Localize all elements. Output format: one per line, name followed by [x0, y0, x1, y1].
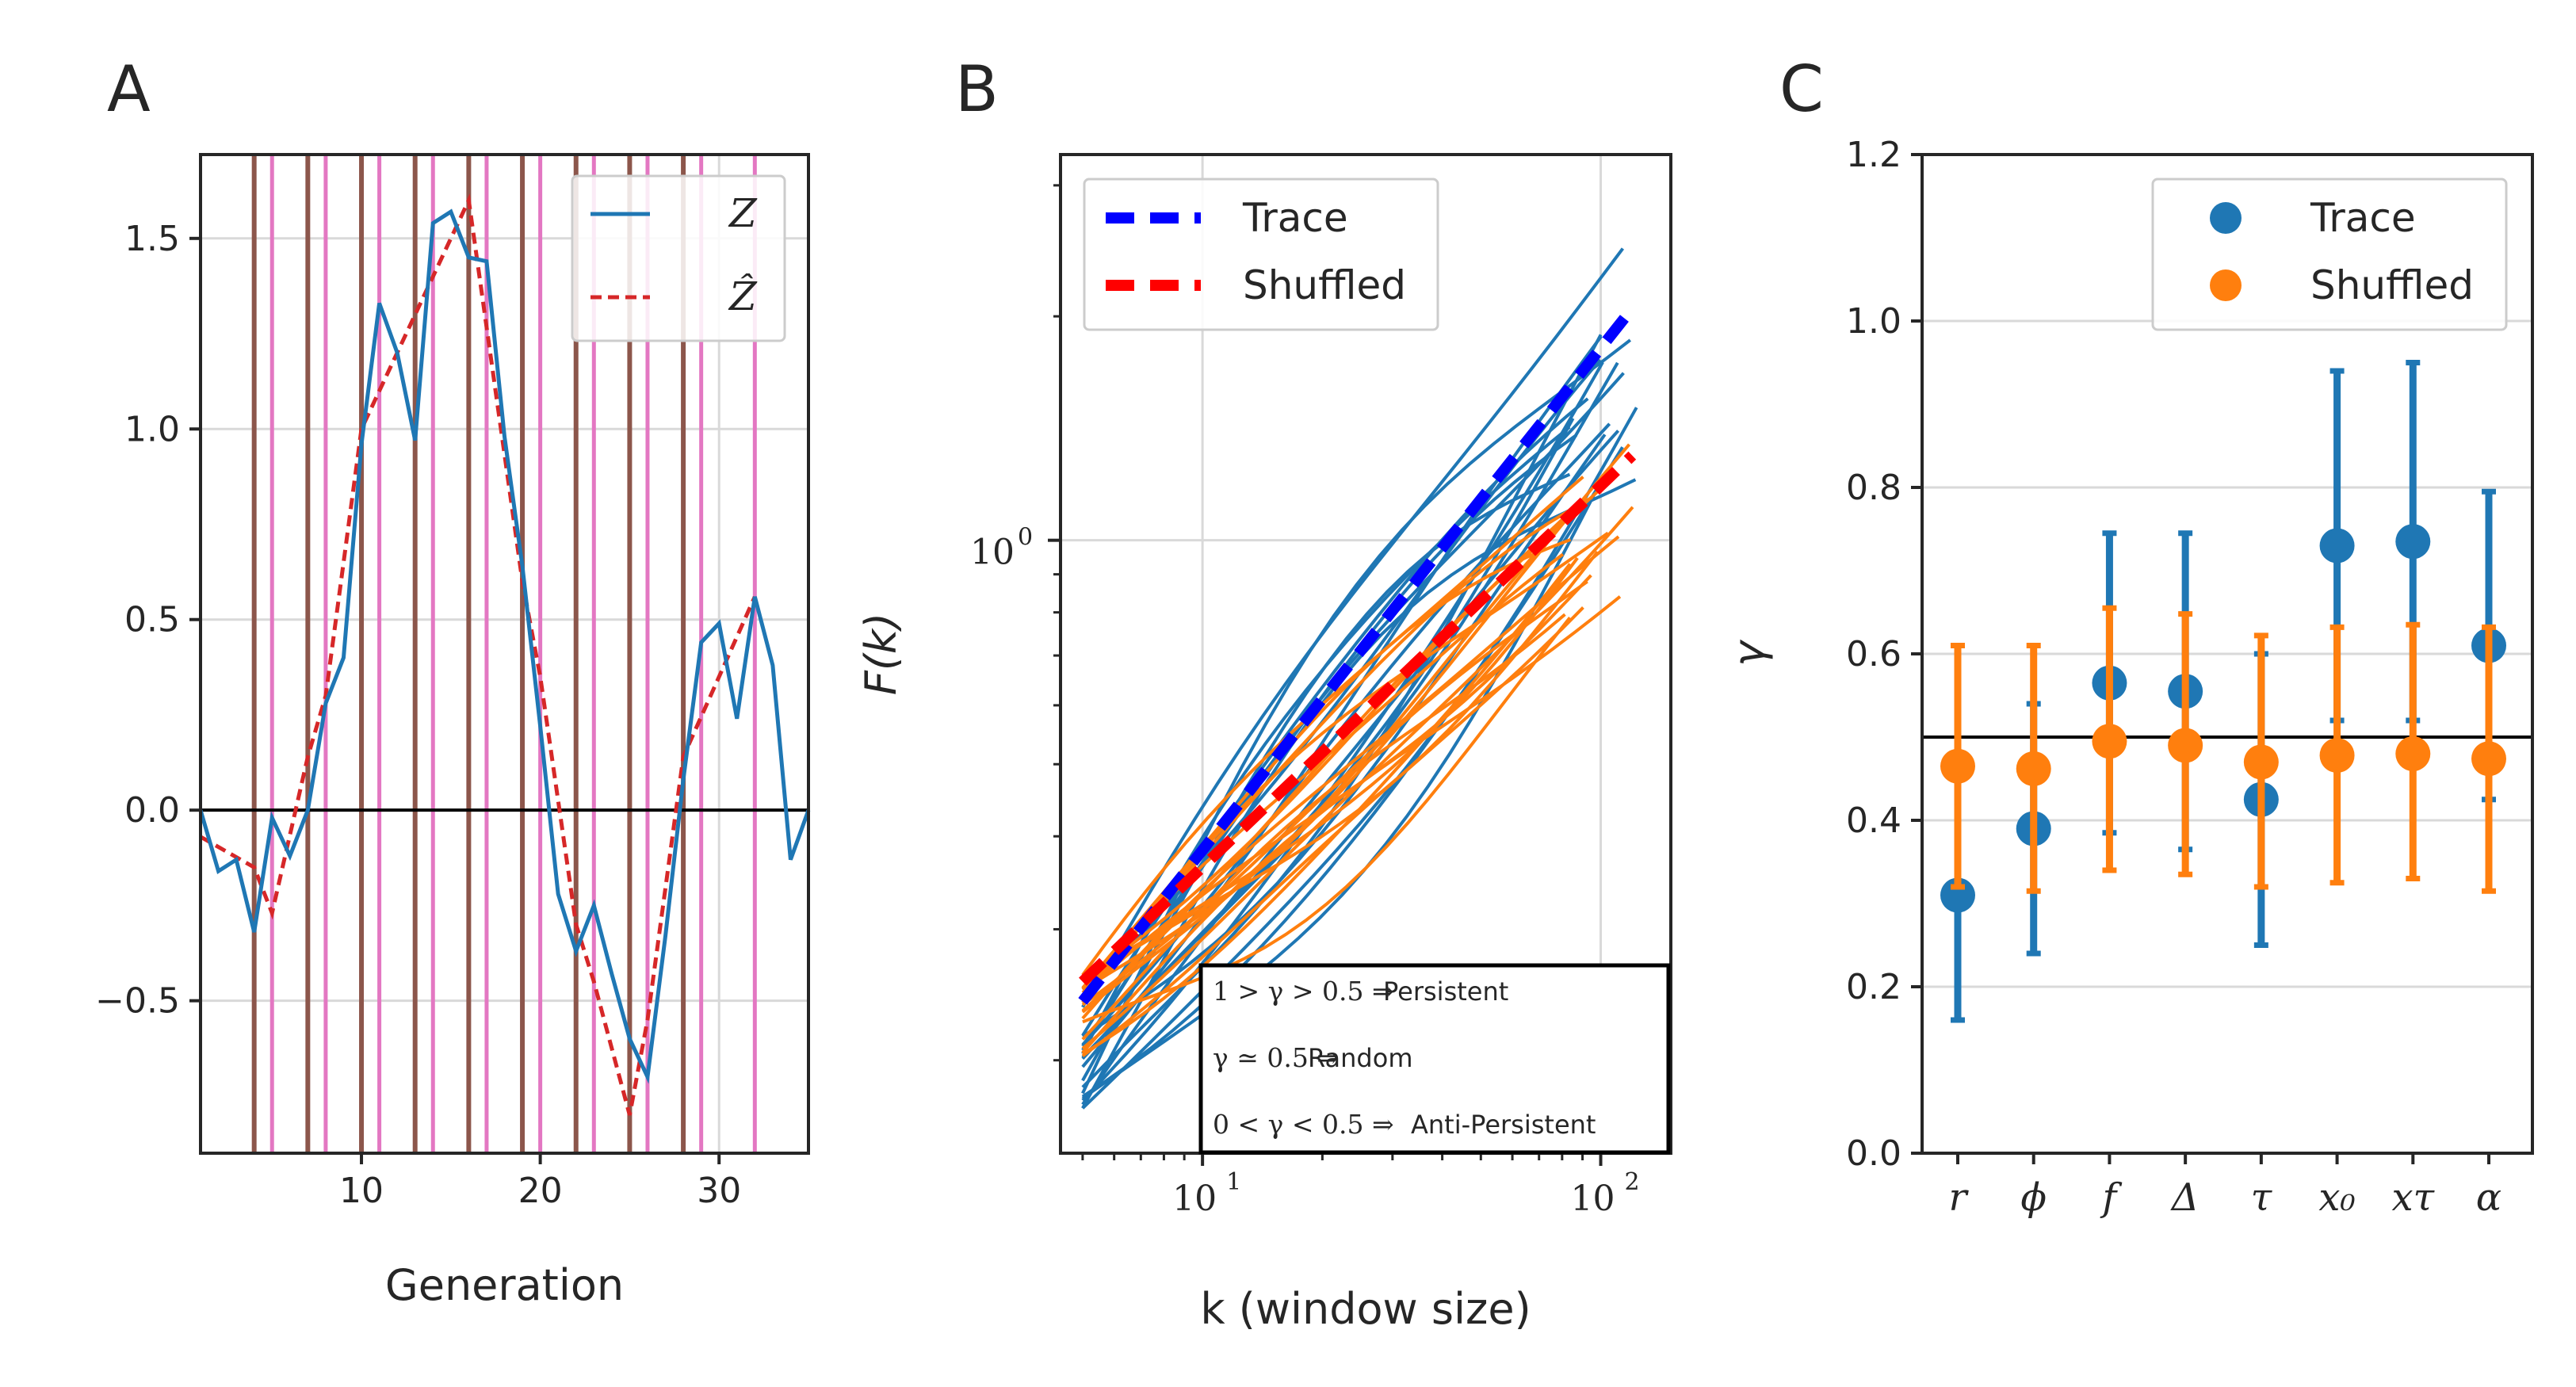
trace-run-line — [1081, 372, 1625, 1052]
shuffled-run-line — [1081, 595, 1622, 1054]
trace-point — [2319, 528, 2355, 564]
shuffled-point — [1940, 748, 1975, 784]
legend-marker-shuffled — [2210, 269, 2242, 301]
x-tick-label: r — [1949, 1175, 1970, 1220]
y-tick-exponent: 0 — [1018, 524, 1033, 552]
trace-fit-line — [1078, 304, 1637, 1005]
panel-a-frame — [199, 153, 810, 1155]
annotation-math-1: 1 > γ > 0.5 ⇒ — [1213, 976, 1394, 1007]
y-tick-label: 1.2 — [1846, 135, 1901, 175]
x-tick-exponent: 2 — [1625, 1168, 1640, 1196]
y-tick-label: 1.5 — [124, 219, 180, 259]
shuffled-run-line — [1081, 535, 1620, 1020]
series-z-line — [198, 208, 811, 1084]
y-tick-label: 0.0 — [1846, 1133, 1901, 1174]
x-tick-label: Δ — [2170, 1175, 2200, 1220]
y-tick-label: 0.0 — [124, 790, 180, 831]
shuffled-run-line — [1081, 613, 1566, 1041]
annotation-math-2: γ ≃ 0.5 ⇒ — [1213, 1042, 1339, 1073]
trace-run-line — [1081, 361, 1604, 1102]
legend-label-trace: Trace — [1242, 195, 1348, 241]
y-tick-label: 0.6 — [1846, 634, 1901, 674]
panel-a-legend: Z Ẑ — [571, 174, 786, 342]
y-tick-label: 0.4 — [1846, 800, 1901, 841]
shuffled-point — [2471, 741, 2506, 777]
x-tick-label: 10 — [1172, 1179, 1217, 1219]
panel-b-xlabel: k (window size) — [1200, 1284, 1531, 1334]
trace-run-line — [1081, 480, 1603, 1100]
panel-b-legend: Trace Shuffled — [1083, 178, 1439, 331]
x-tick-label: x₀ — [2318, 1175, 2355, 1220]
x-tick-label: 20 — [518, 1171, 563, 1211]
shuffled-run-line — [1081, 521, 1565, 1014]
annotation-math-3: 0 < γ < 0.5 ⇒ — [1213, 1109, 1394, 1140]
panel-b-ylabel: F(k) — [856, 613, 906, 695]
trace-run-line — [1081, 335, 1603, 1068]
panel-a-letter: A — [107, 52, 151, 126]
y-tick-label: 0.5 — [124, 600, 180, 640]
shuffled-point — [2395, 736, 2431, 771]
x-tick-label: 10 — [1571, 1179, 1615, 1219]
trace-run-line — [1081, 430, 1620, 1106]
y-tick-label: 0.8 — [1846, 468, 1901, 508]
y-tick-label: 1.0 — [1846, 301, 1901, 342]
x-tick-label: τ — [2251, 1175, 2273, 1220]
x-tick-label: ϕ — [2020, 1175, 2047, 1220]
trace-point — [1940, 877, 1975, 913]
trace-run-line — [1081, 247, 1625, 1008]
x-tick-label: xτ — [2391, 1175, 2435, 1220]
trace-point — [2395, 524, 2431, 560]
legend-label-shuffled: Shuffled — [1243, 262, 1406, 308]
shuffled-point — [2243, 744, 2279, 780]
series-zhat-line — [199, 193, 757, 1116]
legend-label-zhat: Ẑ — [728, 273, 758, 319]
trace-run-line — [1081, 338, 1632, 1095]
x-tick-label: 30 — [697, 1171, 741, 1211]
legend-label-trace: Trace — [2310, 195, 2416, 241]
y-tick-label: 1.0 — [124, 409, 180, 449]
panel-b-letter: B — [955, 52, 999, 126]
trace-run-line — [1081, 446, 1624, 1099]
shuffled-point — [2168, 728, 2203, 763]
x-tick-label: α — [2476, 1175, 2501, 1220]
panel-c-letter: C — [1779, 52, 1824, 126]
shuffled-run-line — [1081, 476, 1584, 976]
legend-label-z: Z — [728, 190, 758, 236]
x-tick-exponent: 1 — [1226, 1168, 1241, 1196]
y-tick-label: −0.5 — [95, 981, 180, 1022]
x-tick-label: f — [2100, 1175, 2123, 1220]
panel-c-legend: Trace Shuffled — [2151, 178, 2508, 331]
legend-marker-trace — [2210, 202, 2242, 234]
panel-b-annotation-box: 1 > γ > 0.5 ⇒ Persistent γ ≃ 0.5 ⇒ Rando… — [1198, 963, 1671, 1155]
x-tick-label: 10 — [339, 1171, 384, 1211]
y-tick-label: 10 — [970, 533, 1015, 573]
shuffled-run-line — [1081, 556, 1579, 978]
panel-a-xlabel: Generation — [385, 1260, 624, 1310]
legend-label-shuffled: Shuffled — [2310, 262, 2474, 308]
panel-c-frame — [1921, 153, 2534, 1155]
annotation-text-2: Random — [1308, 1043, 1412, 1073]
shuffled-point — [2092, 724, 2127, 759]
y-tick-label: 0.2 — [1846, 967, 1901, 1007]
shuffled-point — [2016, 751, 2051, 786]
shuffled-fit-line — [1079, 451, 1637, 986]
shuffled-point — [2319, 738, 2355, 774]
shuffled-run-line — [1081, 563, 1572, 1056]
annotation-text-3: Anti-Persistent — [1411, 1110, 1596, 1140]
panel-c-ylabel: γ — [1724, 639, 1774, 667]
annotation-text-1: Persistent — [1383, 976, 1508, 1007]
panel-a-chart: 10 20 30 −0.5 0.0 0.5 1.0 1.5 Generation Z Ẑ — [95, 153, 811, 1310]
